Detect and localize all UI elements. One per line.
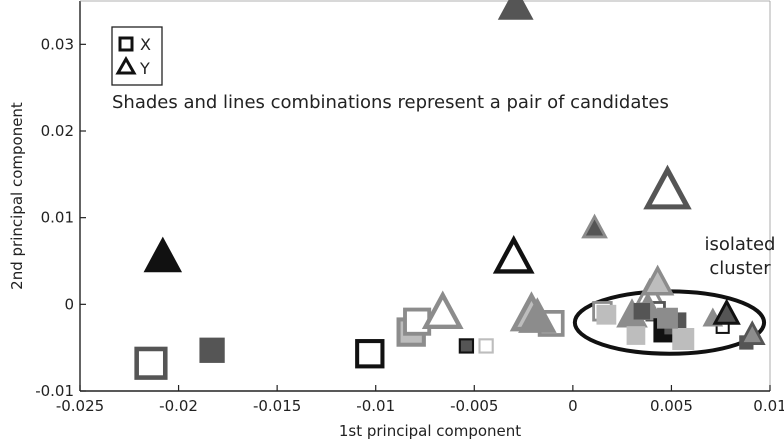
- legend: X Y: [111, 26, 163, 86]
- x-tick-label: 0.01: [753, 397, 784, 415]
- x-tick-label: 0: [568, 397, 578, 415]
- square-marker: [403, 307, 432, 336]
- triangle-marker: [712, 298, 741, 325]
- square-marker: [657, 307, 678, 329]
- triangle-marker: [492, 235, 535, 274]
- x-tick-label: -0.02: [159, 397, 198, 415]
- triangle-marker: [497, 0, 534, 20]
- legend-square-icon: [118, 36, 134, 52]
- triangle-marker: [581, 213, 608, 239]
- square-marker: [626, 326, 646, 345]
- triangle-marker: [518, 297, 557, 333]
- annotation-isolated: isolated: [705, 234, 776, 255]
- triangle-marker: [143, 236, 183, 273]
- y-axis-label: 2nd principal component: [8, 102, 26, 290]
- x-tick-label: -0.005: [450, 397, 498, 415]
- y-tick-label: 0.01: [41, 209, 74, 227]
- y-ticks: -0.01 0 0.01 0.02 0.03: [35, 35, 86, 400]
- legend-label-y: Y: [139, 59, 150, 78]
- legend-triangle-icon: [115, 55, 137, 75]
- square-marker: [355, 339, 385, 369]
- triangle-marker: [616, 298, 648, 328]
- triangle-marker: [640, 264, 675, 296]
- annotation-shades-and-lines: Shades and lines combinations represent …: [112, 92, 669, 113]
- y-tick-label: -0.01: [35, 382, 74, 400]
- y-tick-label: 0.02: [41, 122, 74, 140]
- annotation-cluster: cluster: [709, 258, 771, 279]
- square-marker: [199, 337, 225, 363]
- legend-label-x: X: [140, 35, 151, 54]
- square-marker: [134, 346, 168, 380]
- axes: [79, 0, 771, 392]
- x-tick-label: -0.025: [56, 397, 104, 415]
- legend-box: [111, 26, 163, 86]
- y-tick-label: 0: [64, 295, 74, 313]
- x-tick-label: -0.01: [356, 397, 395, 415]
- triangle-marker: [643, 164, 692, 210]
- x-ticks: -0.025 -0.02 -0.015 -0.01 -0.005 0 0.005 0.01: [56, 385, 784, 415]
- square-marker: [478, 338, 494, 354]
- x-tick-label: -0.015: [253, 397, 301, 415]
- x-tick-label: 0.005: [650, 397, 693, 415]
- square-marker: [458, 338, 475, 354]
- triangle-marker: [421, 290, 464, 330]
- y-tick-label: 0.03: [41, 35, 74, 53]
- square-marker: [672, 328, 695, 350]
- triangle-marker: [738, 320, 766, 345]
- data-points: [134, 0, 766, 380]
- square-marker: [633, 303, 651, 320]
- square-marker: [596, 304, 617, 325]
- x-axis-label: 1st principal component: [339, 422, 521, 440]
